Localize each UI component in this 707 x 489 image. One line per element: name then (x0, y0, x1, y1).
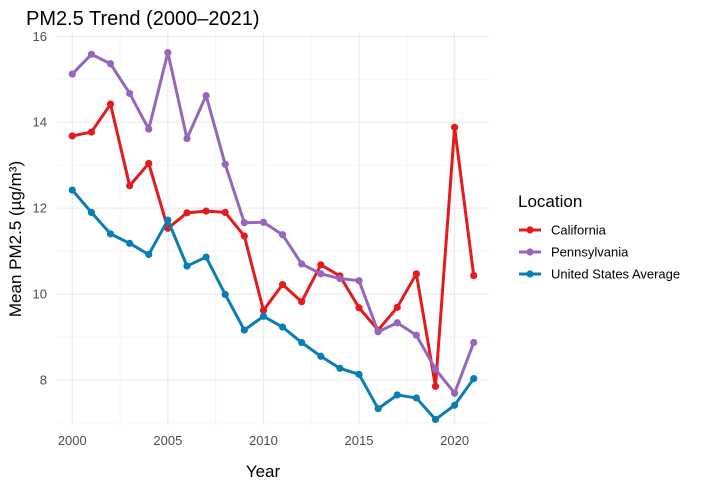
california-point (68, 132, 76, 140)
united-states-average-point (412, 394, 420, 402)
legend-label: Pennsylvania (551, 245, 629, 260)
x-tick-label: 2010 (249, 433, 278, 448)
x-tick-label: 2005 (153, 433, 182, 448)
united-states-average-point (278, 323, 287, 331)
california-point (470, 271, 478, 280)
pennsylvania-point (221, 160, 229, 168)
united-states-average-point (298, 338, 306, 347)
california-point (221, 208, 229, 216)
california-point (450, 123, 459, 131)
pennsylvania-point (106, 60, 115, 68)
united-states-average-point (126, 239, 134, 247)
california-line (70, 102, 476, 388)
pennsylvania-point (431, 365, 440, 373)
united-states-average-point (393, 391, 401, 399)
california-point (298, 298, 306, 306)
legend-label: California (551, 223, 607, 238)
pennsylvania-point (278, 231, 287, 239)
california-point (317, 261, 325, 269)
united-states-average-point (145, 250, 153, 259)
united-states-average-point (431, 415, 440, 424)
pennsylvania-point (298, 260, 306, 268)
united-states-average-point (374, 405, 382, 413)
series-layer (68, 49, 478, 424)
legend-item-california: California (519, 223, 607, 238)
california-point (240, 232, 248, 240)
united-states-average-point (240, 326, 248, 334)
united-states-average-point (68, 186, 76, 194)
legend-key-point (526, 226, 534, 234)
united-states-average-point (259, 312, 268, 320)
legend-item-pennsylvania: Pennsylvania (519, 245, 629, 260)
y-axis-title: Mean PM2.5 (µg/m³) (6, 161, 25, 317)
united-states-average-point (106, 230, 115, 238)
y-tick-label: 16 (33, 29, 47, 44)
pennsylvania-point (374, 328, 382, 336)
chart-title: PM2.5 Trend (2000–2021) (26, 8, 260, 30)
pennsylvania-line (70, 51, 476, 395)
series-pennsylvania (68, 49, 478, 397)
california-point (183, 209, 191, 217)
california-point (145, 159, 153, 168)
pennsylvania-point (183, 134, 191, 143)
pennsylvania-point (393, 319, 401, 327)
pennsylvania-point (336, 274, 344, 283)
legend: Location California Pennsylvania United St… (518, 192, 680, 282)
legend-key-point (526, 270, 534, 278)
y-tick-label: 8 (40, 372, 47, 387)
united-states-average-point (355, 370, 363, 378)
pennsylvania-point (240, 219, 248, 227)
series-california (68, 100, 478, 390)
pennsylvania-point (412, 331, 420, 339)
united-states-average-point (317, 352, 325, 360)
y-tick-label: 14 (33, 115, 47, 130)
united-states-average-point (336, 364, 344, 372)
california-point (87, 128, 96, 136)
united-states-average-point (450, 401, 459, 409)
pennsylvania-point (317, 270, 325, 278)
legend-item-united-states-average: United States Average (519, 267, 680, 282)
california-point (412, 270, 420, 278)
legend-label: United States Average (551, 267, 680, 282)
pennsylvania-point (259, 218, 268, 226)
x-tick-label: 2020 (440, 433, 469, 448)
california-point (355, 304, 363, 312)
california-point (106, 100, 115, 108)
pennsylvania-point (202, 91, 210, 100)
pennsylvania-point (68, 70, 76, 78)
pennsylvania-point (87, 50, 96, 58)
california-point (202, 207, 210, 215)
legend-key-point (526, 248, 534, 256)
y-tick-label: 12 (33, 201, 47, 216)
united-states-average-line (70, 188, 476, 421)
pennsylvania-point (126, 89, 134, 98)
pennsylvania-point (355, 277, 363, 285)
united-states-average-point (87, 208, 96, 216)
y-tick-label: 10 (33, 287, 47, 302)
united-states-average-point (470, 375, 478, 383)
x-tick-label: 2015 (345, 433, 374, 448)
pennsylvania-point (145, 125, 153, 133)
united-states-average-point (183, 262, 191, 270)
united-states-average-point (221, 290, 229, 299)
x-axis-title: Year (246, 462, 281, 481)
pennsylvania-point (164, 49, 172, 57)
united-states-average-point (164, 216, 172, 224)
california-point (259, 306, 268, 314)
california-point (431, 382, 440, 390)
california-point (393, 303, 401, 311)
legend-title: Location (518, 192, 582, 211)
pennsylvania-point (450, 389, 459, 397)
axis-ticks: 2000 2005 2010 2015 2020 8 10 12 14 16 (33, 29, 470, 448)
x-tick-label: 2000 (58, 433, 87, 448)
california-point (126, 182, 134, 190)
series-united-states-average (68, 186, 478, 424)
pennsylvania-point (470, 338, 478, 347)
california-point (278, 280, 287, 289)
united-states-average-point (202, 253, 210, 261)
